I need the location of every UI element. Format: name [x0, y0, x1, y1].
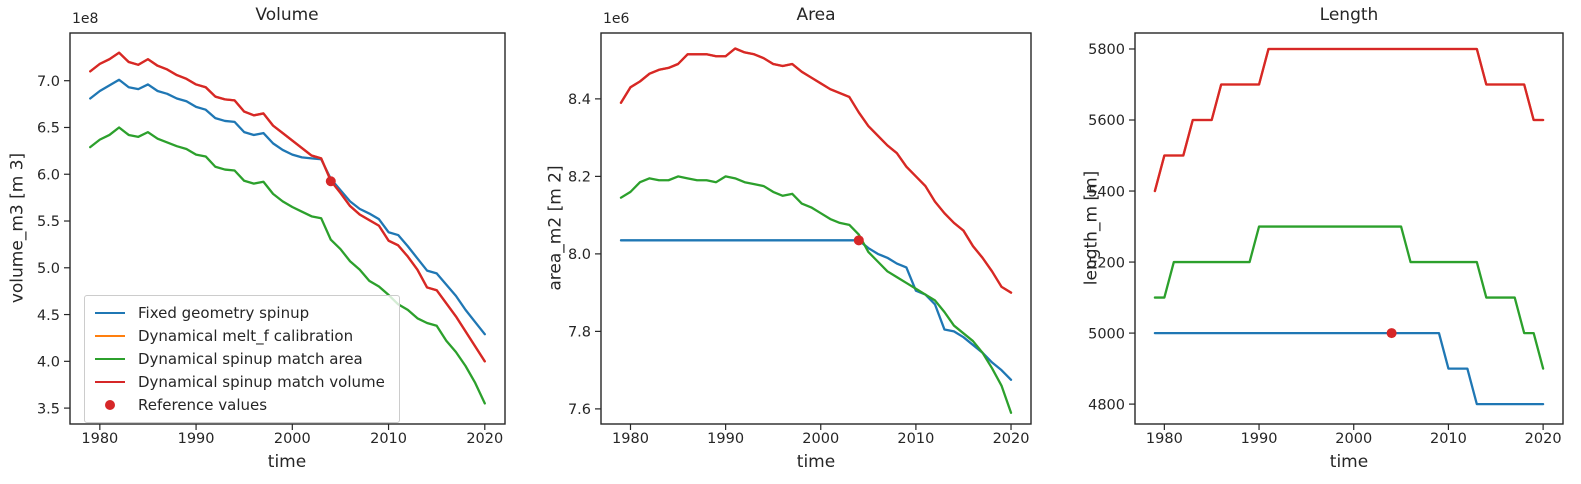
- x-tick-label: 2010: [1430, 431, 1467, 447]
- y-tick-label: 6.0: [37, 167, 60, 183]
- legend-line-swatch: [95, 381, 125, 383]
- y-tick-label: 4.0: [37, 355, 60, 371]
- series-dynamical-spinup-match-area: [619, 175, 1013, 414]
- x-tick-label: 2020: [1525, 431, 1562, 447]
- y-tick-label: 7.0: [37, 74, 60, 90]
- legend-item-label: Dynamical melt_f calibration: [138, 326, 354, 345]
- y-tick-label: 8.2: [568, 170, 591, 186]
- y-tick-label: 4.5: [37, 308, 60, 324]
- y-tick-label: 5200: [1088, 255, 1125, 271]
- x-tick-label: 2000: [274, 431, 311, 447]
- y-tick-label: 6.5: [37, 121, 60, 137]
- series-dynamical-spinup-match-volume: [619, 47, 1013, 294]
- x-tick-label: 1990: [178, 431, 215, 447]
- legend-item-dynamical-spinup-match-volume: Dynamical spinup match volume: [95, 372, 385, 392]
- yaxis-offset-text-volume: 1e8: [72, 11, 99, 27]
- swatch-shape: [95, 358, 125, 360]
- x-tick-label: 2000: [1335, 431, 1372, 447]
- legend-item-dynamical-spinup-match-area: Dynamical spinup match area: [95, 349, 385, 369]
- y-tick-label: 5.5: [37, 214, 60, 230]
- series-fixed-geometry-spinup: [619, 239, 1013, 381]
- series-dynamical-spinup-match-area: [1153, 225, 1545, 370]
- legend-item-label: Reference values: [138, 395, 268, 414]
- legend-line-swatch: [95, 358, 125, 360]
- y-tick-label: 5.0: [37, 261, 60, 277]
- series-dynamical-spinup-match-volume: [1153, 47, 1545, 193]
- y-tick-label: 4800: [1088, 397, 1125, 413]
- axes-spines: [69, 32, 506, 425]
- swatch-shape: [95, 381, 125, 383]
- xaxis-label-length: time: [1329, 452, 1369, 472]
- yaxis-label-volume: volume_m3 [m 3]: [7, 152, 28, 304]
- legend-item-fixed-geometry-spinup: Fixed geometry spinup: [95, 303, 385, 323]
- x-tick-label: 2020: [993, 431, 1030, 447]
- xaxis-label-volume: time: [267, 452, 307, 472]
- y-tick-label: 5800: [1088, 42, 1125, 58]
- chart-volume: 1980 1990 2000 2010 2020 3.5 4.0 4.5 5.0 5.5 6.0 6.…: [37, 32, 506, 447]
- chart-length: 1980 1990 2000 2010 2020 4800 5000 5200 5400 5600…: [1088, 32, 1564, 447]
- swatch-shape: [95, 312, 125, 314]
- axes-spines: [1134, 32, 1564, 425]
- x-tick-label: 1980: [1146, 431, 1183, 447]
- y-tick-label: 8.4: [568, 92, 591, 108]
- swatch-shape: [95, 335, 125, 337]
- x-tick-label: 1980: [612, 431, 649, 447]
- legend-item-dynamical-melt-f-calibration: Dynamical melt_f calibration: [95, 326, 385, 346]
- series-dynamical-melt-f-calibration: [1153, 47, 1545, 193]
- legend-item-label: Dynamical spinup match area: [138, 349, 363, 368]
- yaxis-label-area: area_m2 [m 2]: [545, 165, 566, 291]
- legend-line-swatch: [95, 312, 125, 314]
- xaxis-label-area: time: [796, 452, 836, 472]
- yaxis-label-length: length_m [m]: [1081, 170, 1102, 286]
- x-tick-label: 1990: [1241, 431, 1278, 447]
- swatch-shape: [105, 400, 115, 410]
- y-tick-label: 5600: [1088, 113, 1125, 129]
- legend-item-reference-values: Reference values: [95, 395, 385, 415]
- chart-title-volume: Volume: [255, 5, 319, 25]
- series-fixed-geometry-spinup: [1153, 331, 1545, 406]
- x-tick-label: 2000: [802, 431, 839, 447]
- series-dynamical-spinup-match-volume: [89, 51, 486, 363]
- y-tick-label: 7.6: [568, 402, 591, 418]
- y-tick-label: 7.8: [568, 325, 591, 341]
- y-tick-label: 5000: [1088, 326, 1125, 342]
- y-tick-label: 5400: [1088, 184, 1125, 200]
- legend-line-swatch: [95, 335, 125, 337]
- y-tick-label: 8.0: [568, 247, 591, 263]
- legend-item-label: Fixed geometry spinup: [138, 303, 310, 322]
- chart-area: 1980 1990 2000 2010 2020 7.6 7.8 8.0 8.2 8.4: [568, 32, 1032, 447]
- series-fixed-geometry-spinup: [89, 78, 486, 336]
- legend-item-label: Dynamical spinup match volume: [138, 372, 385, 391]
- yaxis-offset-text-area: 1e6: [603, 11, 630, 27]
- chart-title-area: Area: [796, 5, 836, 25]
- axes-spines: [600, 32, 1032, 425]
- x-tick-label: 2020: [466, 431, 503, 447]
- y-tick-label: 3.5: [37, 401, 60, 417]
- x-tick-label: 1990: [707, 431, 744, 447]
- series-dynamical-melt-f-calibration: [619, 47, 1013, 294]
- x-tick-label: 1980: [81, 431, 118, 447]
- reference-point-volume: [325, 176, 336, 187]
- series-dynamical-spinup-match-area: [89, 126, 486, 405]
- legend-dot-swatch: [95, 400, 125, 410]
- reference-point-area: [853, 235, 864, 246]
- x-tick-label: 2010: [370, 431, 407, 447]
- legend: Fixed geometry spinup Dynamical melt_f ca…: [84, 295, 400, 423]
- x-tick-label: 2010: [897, 431, 934, 447]
- reference-point-length: [1386, 328, 1397, 339]
- chart-title-length: Length: [1319, 5, 1379, 25]
